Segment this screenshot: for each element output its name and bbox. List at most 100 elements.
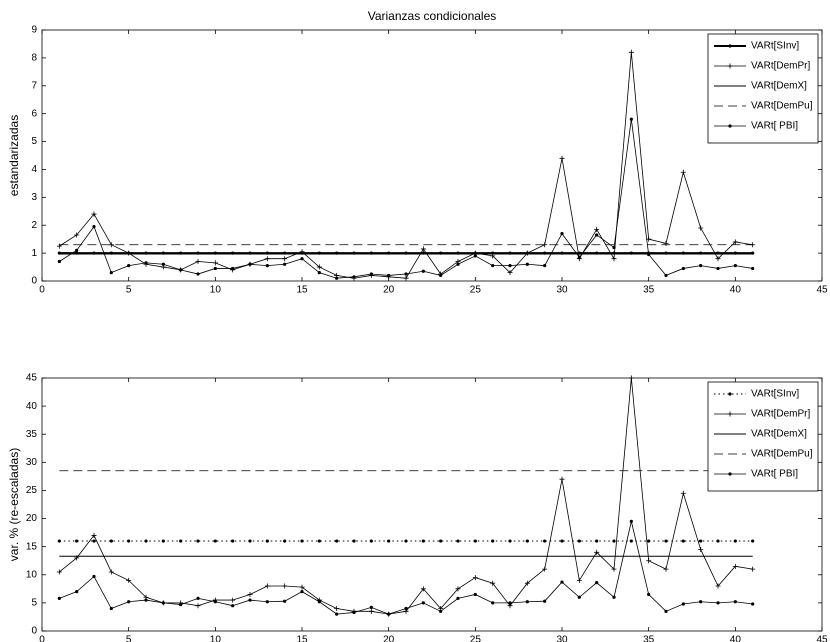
point <box>508 539 512 543</box>
point <box>439 609 443 613</box>
point <box>612 595 616 599</box>
y-tick-label: 3 <box>31 192 37 203</box>
point <box>595 233 599 237</box>
point <box>716 601 720 605</box>
point <box>92 539 96 543</box>
point <box>594 549 600 555</box>
point <box>491 601 495 605</box>
y-axis-label: var. % (re-escaladas) <box>7 448 21 561</box>
y-tick-label: 10 <box>26 569 38 580</box>
point <box>595 581 599 585</box>
point <box>456 596 460 600</box>
point <box>629 117 633 121</box>
point <box>282 256 288 262</box>
point <box>577 595 581 599</box>
legend-label: VARt[DemPr] <box>751 61 810 72</box>
point <box>664 539 668 543</box>
point <box>248 539 252 543</box>
y-tick-label: 15 <box>26 541 38 552</box>
point <box>508 264 512 268</box>
legend-marker <box>728 44 732 48</box>
point <box>75 590 79 594</box>
point <box>108 569 114 575</box>
point <box>91 532 97 538</box>
point <box>57 596 61 600</box>
point <box>612 539 616 543</box>
point <box>403 275 409 281</box>
point <box>698 225 704 231</box>
x-tick-label: 10 <box>210 285 222 296</box>
point <box>404 606 408 611</box>
point <box>144 598 148 602</box>
point <box>751 539 755 543</box>
point <box>195 603 201 609</box>
point <box>352 610 356 615</box>
y-tick-label: 5 <box>31 136 37 147</box>
point <box>109 539 113 543</box>
point <box>473 539 477 543</box>
point <box>664 273 668 278</box>
y-tick-label: 1 <box>31 248 37 259</box>
point <box>524 580 530 586</box>
point <box>92 574 96 579</box>
point <box>352 275 356 279</box>
point <box>560 231 564 236</box>
point <box>455 586 461 592</box>
point <box>543 599 547 603</box>
point <box>560 580 564 584</box>
axes-frame <box>41 29 823 282</box>
y-tick-label: 45 <box>26 373 38 384</box>
point <box>732 239 738 245</box>
x-tick-label: 30 <box>556 285 568 296</box>
point <box>716 539 720 543</box>
point <box>491 264 495 268</box>
x-tick-label: 25 <box>470 635 482 642</box>
point <box>576 577 582 583</box>
x-tick-label: 35 <box>643 635 655 642</box>
y-tick-label: 9 <box>31 25 37 36</box>
legend-marker <box>727 411 733 417</box>
point <box>127 264 131 268</box>
point <box>334 606 340 612</box>
point <box>179 539 183 543</box>
legend-label: VARt[DemPu] <box>751 101 813 112</box>
point <box>265 264 269 268</box>
point <box>732 563 738 569</box>
plot-area <box>42 30 822 281</box>
x-tick-label: 0 <box>39 285 45 296</box>
point <box>299 584 305 590</box>
point <box>92 225 96 229</box>
point <box>543 539 547 543</box>
point <box>421 539 425 543</box>
point <box>196 272 200 276</box>
point <box>699 539 703 543</box>
point <box>127 600 131 604</box>
point <box>611 566 617 572</box>
point <box>560 539 564 543</box>
legend-label: VARt[SInv] <box>751 41 799 52</box>
point <box>316 264 322 270</box>
point <box>299 249 305 255</box>
point <box>733 539 737 543</box>
point <box>698 546 704 552</box>
point <box>472 575 478 581</box>
point <box>109 271 113 275</box>
point <box>646 558 652 564</box>
point <box>473 592 477 597</box>
y-tick-label: 0 <box>31 626 37 637</box>
y-tick-label: 30 <box>26 457 38 468</box>
point <box>525 539 529 543</box>
point <box>715 256 721 262</box>
point <box>456 539 460 543</box>
point <box>611 256 617 262</box>
point <box>91 211 97 217</box>
point <box>491 539 495 543</box>
point <box>317 600 321 604</box>
x-tick-label: 5 <box>126 285 132 296</box>
axes-frame <box>41 377 823 632</box>
point <box>716 266 720 271</box>
legend-label: VARt[DemPu] <box>751 449 813 460</box>
point <box>577 539 581 543</box>
legend-label: VARt[DemX] <box>751 81 807 92</box>
legend-label: VARt[DemPr] <box>751 409 810 420</box>
